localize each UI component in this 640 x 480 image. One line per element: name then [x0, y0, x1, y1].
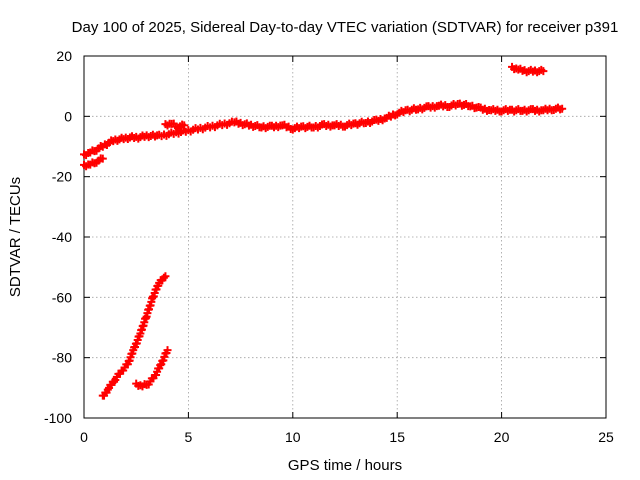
data-point [161, 272, 170, 281]
x-tick-label: 5 [185, 429, 193, 445]
data-point [558, 104, 567, 113]
data-series [80, 62, 567, 400]
series-short-segment-4h [161, 119, 189, 133]
y-tick-label: -40 [52, 229, 72, 245]
data-point [159, 273, 168, 282]
data-point [163, 346, 172, 355]
chart-title: Day 100 of 2025, Sidereal Day-to-day VTE… [72, 19, 619, 36]
x-tick-label: 0 [80, 429, 88, 445]
axis-ticks: 0 5 10 15 20 25 -100 -80 -60 -40 -20 0 20 [44, 48, 614, 445]
series-steep-descending-arc [98, 272, 170, 400]
x-axis-label: GPS time / hours [288, 457, 402, 474]
series-main-track [80, 99, 567, 160]
y-tick-label: -100 [44, 410, 72, 426]
x-tick-label: 25 [598, 429, 614, 445]
grid [84, 56, 606, 418]
y-tick-label: -60 [52, 289, 72, 305]
series-lower-track [80, 154, 107, 171]
data-point [180, 121, 189, 130]
data-point [98, 154, 107, 163]
x-tick-label: 15 [389, 429, 405, 445]
y-tick-label: 20 [56, 48, 72, 64]
y-tick-label: 0 [64, 108, 72, 124]
y-tick-label: -20 [52, 169, 72, 185]
series-upper-track [508, 62, 548, 77]
x-tick-label: 10 [285, 429, 301, 445]
y-tick-label: -80 [52, 350, 72, 366]
series-short-lower-arc [132, 346, 172, 391]
x-tick-label: 20 [494, 429, 510, 445]
data-point [539, 67, 548, 76]
y-axis-label: SDTVAR / TECUs [7, 177, 24, 297]
